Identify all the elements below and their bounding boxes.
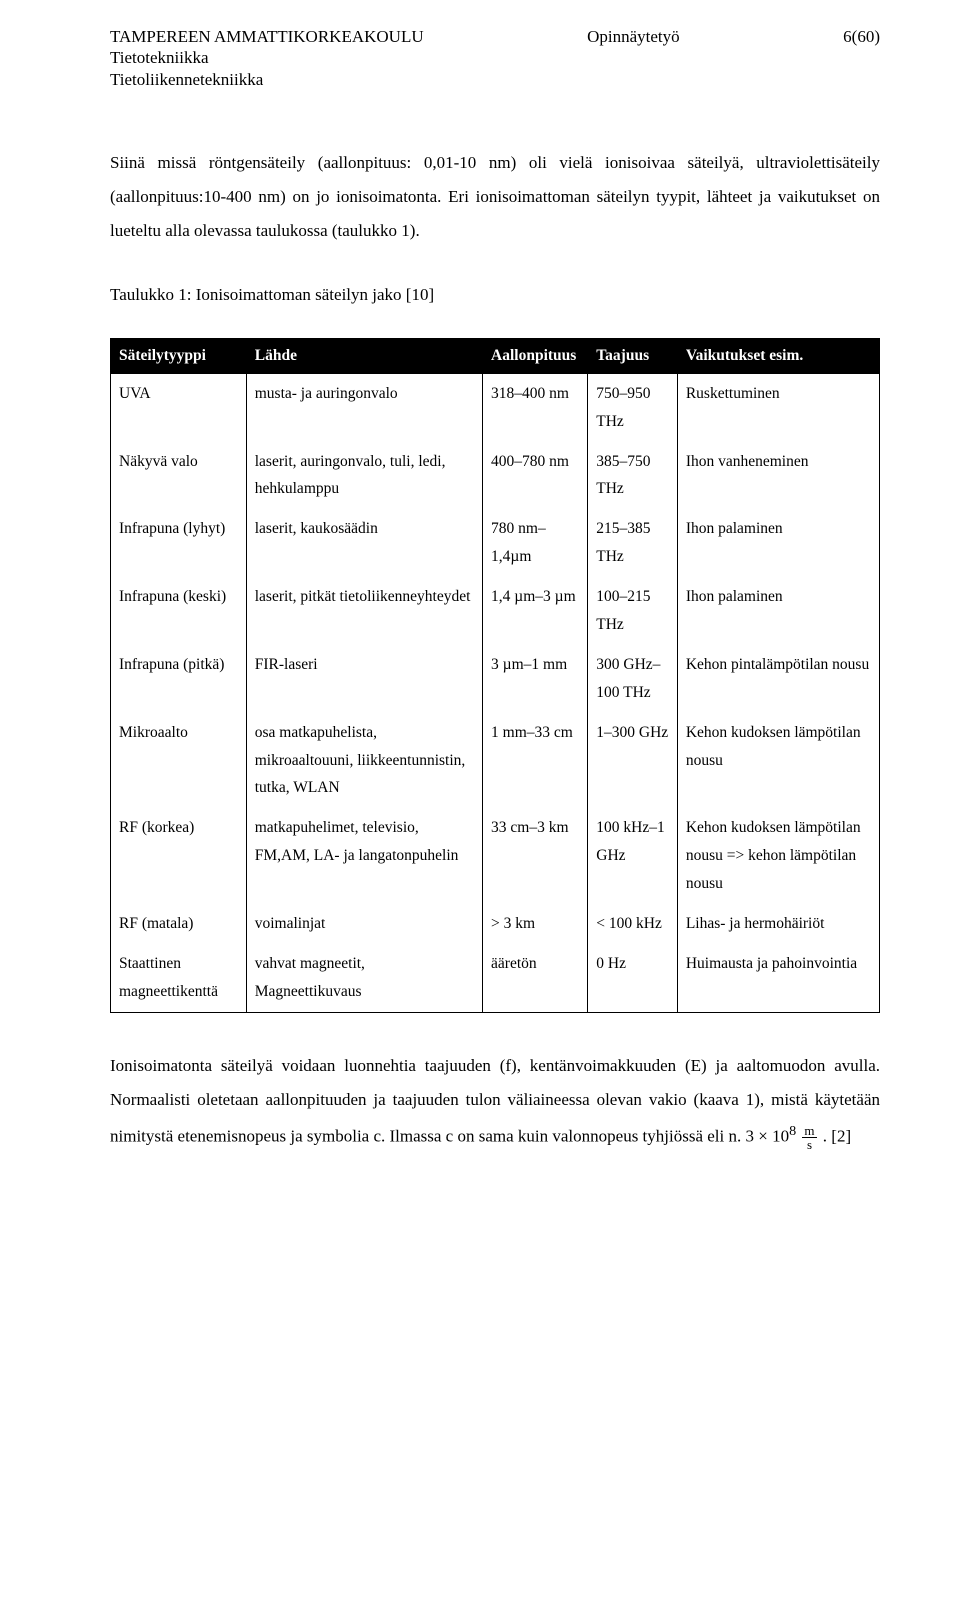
cell-type: RF (matala) (111, 904, 247, 944)
table-row: Staattinen magneettikenttä vahvat magnee… (111, 944, 880, 1012)
cell-source: laserit, pitkät tietoliikenneyhteydet (246, 577, 482, 645)
header-left: TAMPEREEN AMMATTIKORKEAKOULU Tietoteknii… (110, 26, 424, 90)
cell-frequency: 1–300 GHz (588, 713, 678, 809)
cell-wavelength: 1 mm–33 cm (483, 713, 588, 809)
cell-wavelength: 33 cm–3 km (483, 808, 588, 904)
cell-wavelength: > 3 km (483, 904, 588, 944)
cell-wavelength: 1,4 µm–3 µm (483, 577, 588, 645)
formula-exponent: 8 (789, 1123, 796, 1139)
cell-source: vahvat magneetit, Magneettikuvaus (246, 944, 482, 1012)
doc-type: Opinnäytetyö (587, 26, 680, 90)
table-row: Infrapuna (pitkä) FIR-laseri 3 µm–1 mm 3… (111, 645, 880, 713)
department-1: Tietotekniikka (110, 47, 424, 68)
cell-effects: Lihas- ja hermohäiriöt (677, 904, 879, 944)
table-row: Näkyvä valo laserit, auringonvalo, tuli,… (111, 442, 880, 510)
table-caption: Taulukko 1: Ionisoimattoman säteilyn jak… (110, 278, 880, 312)
col-source: Lähde (246, 338, 482, 373)
cell-effects: Huimausta ja pahoinvointia (677, 944, 879, 1012)
page-number: 6(60) (843, 26, 880, 90)
intro-paragraph: Siinä missä röntgensäteily (aallonpituus… (110, 146, 880, 248)
fraction-numerator: m (802, 1124, 816, 1138)
cell-type: UVA (111, 373, 247, 441)
table-row: RF (matala) voimalinjat > 3 km < 100 kHz… (111, 904, 880, 944)
formula-prefix: 3 × 10 (746, 1126, 790, 1145)
footer-reference: . [2] (819, 1126, 852, 1145)
cell-source: musta- ja auringonvalo (246, 373, 482, 441)
cell-effects: Ruskettuminen (677, 373, 879, 441)
cell-effects: Kehon kudoksen lämpötilan nousu (677, 713, 879, 809)
col-type: Säteilytyyppi (111, 338, 247, 373)
table-row: Infrapuna (keski) laserit, pitkät tietol… (111, 577, 880, 645)
page: TAMPEREEN AMMATTIKORKEAKOULU Tietoteknii… (0, 0, 960, 1620)
cell-wavelength: 400–780 nm (483, 442, 588, 510)
cell-source: osa matkapuhelista, mikroaaltouuni, liik… (246, 713, 482, 809)
cell-frequency: 100 kHz–1 GHz (588, 808, 678, 904)
cell-type: Mikroaalto (111, 713, 247, 809)
cell-type: Infrapuna (lyhyt) (111, 509, 247, 577)
radiation-table: Säteilytyyppi Lähde Aallonpituus Taajuus… (110, 338, 880, 1013)
cell-frequency: < 100 kHz (588, 904, 678, 944)
cell-type: Näkyvä valo (111, 442, 247, 510)
cell-effects: Kehon pintalämpötilan nousu (677, 645, 879, 713)
footer-paragraph: Ionisoimatonta säteilyä voidaan luonneht… (110, 1049, 880, 1154)
cell-frequency: 215–385 THz (588, 509, 678, 577)
table-body: UVA musta- ja auringonvalo 318–400 nm 75… (111, 373, 880, 1012)
cell-frequency: 100–215 THz (588, 577, 678, 645)
cell-source: laserit, kaukosäädin (246, 509, 482, 577)
cell-source: matkapuhelimet, televisio, FM,AM, LA- ja… (246, 808, 482, 904)
page-header: TAMPEREEN AMMATTIKORKEAKOULU Tietoteknii… (110, 26, 880, 90)
cell-wavelength: 318–400 nm (483, 373, 588, 441)
cell-wavelength: 780 nm–1,4µm (483, 509, 588, 577)
col-effects: Vaikutukset esim. (677, 338, 879, 373)
cell-type: RF (korkea) (111, 808, 247, 904)
fraction-denominator: s (802, 1138, 816, 1151)
table-row: Mikroaalto osa matkapuhelista, mikroaalt… (111, 713, 880, 809)
department-2: Tietoliikennetekniikka (110, 69, 424, 90)
cell-wavelength: ääretön (483, 944, 588, 1012)
cell-effects: Ihon palaminen (677, 577, 879, 645)
cell-source: laserit, auringonvalo, tuli, ledi, hehku… (246, 442, 482, 510)
cell-type: Staattinen magneettikenttä (111, 944, 247, 1012)
cell-frequency: 750–950 THz (588, 373, 678, 441)
cell-source: FIR-laseri (246, 645, 482, 713)
col-frequency: Taajuus (588, 338, 678, 373)
table-row: Infrapuna (lyhyt) laserit, kaukosäädin 7… (111, 509, 880, 577)
formula-fraction: m s (802, 1124, 816, 1151)
cell-frequency: 385–750 THz (588, 442, 678, 510)
cell-frequency: 0 Hz (588, 944, 678, 1012)
cell-effects: Ihon vanheneminen (677, 442, 879, 510)
col-wavelength: Aallonpituus (483, 338, 588, 373)
cell-wavelength: 3 µm–1 mm (483, 645, 588, 713)
cell-type: Infrapuna (keski) (111, 577, 247, 645)
cell-effects: Kehon kudoksen lämpötilan nousu => kehon… (677, 808, 879, 904)
institution-name: TAMPEREEN AMMATTIKORKEAKOULU (110, 26, 424, 47)
table-header-row: Säteilytyyppi Lähde Aallonpituus Taajuus… (111, 338, 880, 373)
cell-effects: Ihon palaminen (677, 509, 879, 577)
cell-type: Infrapuna (pitkä) (111, 645, 247, 713)
cell-source: voimalinjat (246, 904, 482, 944)
table-row: UVA musta- ja auringonvalo 318–400 nm 75… (111, 373, 880, 441)
cell-frequency: 300 GHz–100 THz (588, 645, 678, 713)
table-row: RF (korkea) matkapuhelimet, televisio, F… (111, 808, 880, 904)
